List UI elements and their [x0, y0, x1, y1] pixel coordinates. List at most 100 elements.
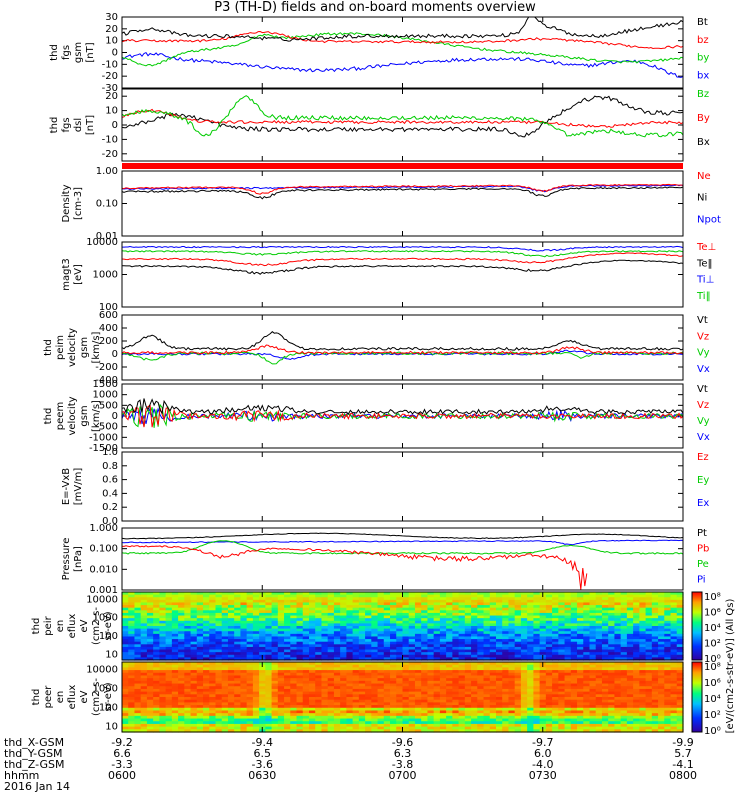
spectrogram-cell [377, 705, 385, 709]
spectrogram-cell [221, 657, 229, 661]
spectrogram-cell [128, 597, 136, 601]
spectrogram-cell [196, 715, 204, 720]
spectrogram-cell [302, 723, 310, 728]
spectrogram-cell [483, 631, 491, 635]
spectrogram-cell [284, 710, 291, 714]
spectrogram-cell [527, 694, 534, 698]
spectrogram-cell [446, 662, 453, 666]
spectrogram-cell [358, 631, 366, 635]
spectrogram-cell [240, 699, 248, 703]
spectrogram-cell [433, 686, 441, 690]
spectrogram-cell [358, 702, 366, 706]
spectrogram-cell [545, 670, 553, 674]
spectrogram-cell [552, 657, 559, 661]
spectrogram-cell [140, 702, 148, 706]
spectrogram-cell [664, 675, 672, 679]
spectrogram-cell [196, 657, 204, 661]
spectrogram-cell [396, 721, 404, 725]
spectrogram-cell [203, 649, 210, 653]
spectrogram-cell [626, 688, 634, 693]
spectrogram-cell [252, 729, 260, 733]
spectrogram-cell [452, 705, 460, 709]
spectrogram-cell [371, 615, 379, 619]
spectrogram-cell [346, 699, 354, 703]
spectrogram-cell [246, 626, 254, 630]
spectrogram-cell [221, 713, 229, 717]
spectrogram-cell [284, 633, 291, 638]
spectrogram-cell [240, 683, 248, 687]
spectrogram-cell [483, 664, 491, 668]
spectrogram-cell [122, 654, 129, 658]
spectrogram-cell [184, 594, 192, 598]
spectrogram-cell [620, 610, 628, 614]
spectrogram-cell [564, 602, 572, 606]
spectrogram-cell [321, 664, 329, 668]
spectrogram-cell [377, 729, 385, 733]
spectrogram-cell [496, 707, 503, 712]
spectrogram-cell [383, 694, 391, 698]
spectrogram-cell [620, 697, 628, 701]
spectrogram-cell [178, 699, 185, 703]
spectrogram-cell [284, 599, 291, 604]
spectrogram-cell [533, 652, 541, 656]
spectrogram-cell [477, 667, 485, 671]
spectrogram-cell [520, 694, 528, 698]
spectrogram-cell [346, 639, 354, 643]
spectrogram-cell [651, 721, 659, 725]
spectrogram-cell [165, 683, 173, 687]
spectrogram-cell [390, 699, 397, 703]
spectrogram-cell [302, 652, 310, 656]
spectrogram-cell [265, 699, 273, 703]
spectrogram-cell [651, 636, 659, 640]
spectrogram-cell [414, 631, 422, 635]
spectrogram-cell [227, 644, 235, 648]
spectrogram-cell [589, 683, 597, 687]
spectrogram-cell [184, 710, 192, 714]
spectrogram-cell [595, 602, 603, 606]
spectrogram-cell [577, 702, 584, 706]
spectrogram-cell [153, 623, 160, 627]
spectrogram-cell [259, 718, 266, 722]
spectrogram-cell [333, 686, 341, 690]
spectrogram-cell [670, 636, 678, 640]
spectrogram-cell [327, 672, 335, 677]
spectrogram-cell [664, 691, 672, 695]
spectrogram-cell [496, 686, 503, 690]
spectrogram-cell [321, 723, 329, 728]
spectrogram-cell [190, 680, 198, 685]
spectrogram-cell [464, 599, 472, 604]
spectrogram-cell [577, 654, 584, 658]
spectrogram-cell [352, 607, 360, 611]
spectrogram-cell [153, 594, 160, 598]
spectrogram-cell [564, 641, 572, 645]
spectrogram-cell [520, 626, 528, 630]
spectrogram-cell [552, 662, 559, 666]
spectrogram-cell [259, 710, 266, 714]
spectrogram-cell [396, 607, 404, 611]
spectrogram-cell [196, 729, 204, 733]
spectrogram-cell [252, 594, 260, 598]
spectrogram-cell [321, 607, 329, 611]
spectrogram-cell [240, 705, 248, 709]
spectrogram-cell [489, 702, 497, 706]
spectrogram-cell [134, 672, 142, 677]
spectrogram-cell [614, 662, 622, 666]
spectrogram-cell [165, 680, 173, 685]
spectrogram-cell [452, 652, 460, 656]
spectrogram-cell [184, 641, 192, 645]
spectrogram-cell [446, 612, 453, 617]
spectrogram-cell [608, 675, 616, 679]
spectrogram-cell [227, 612, 235, 617]
spectrogram-cell [452, 718, 460, 722]
spectrogram-cell [259, 628, 266, 632]
spectrogram-cell [496, 620, 503, 624]
spectrogram-cell [377, 599, 385, 604]
spectrogram-cell [583, 597, 591, 601]
spectrogram-cell [171, 675, 179, 679]
spectrogram-cell [296, 654, 304, 658]
spectrogram-cell [402, 639, 410, 643]
spectrogram-cell [464, 662, 472, 666]
spectrogram-cell [589, 664, 597, 668]
spectrogram-cell [414, 726, 422, 730]
spectrogram-cell [620, 652, 628, 656]
